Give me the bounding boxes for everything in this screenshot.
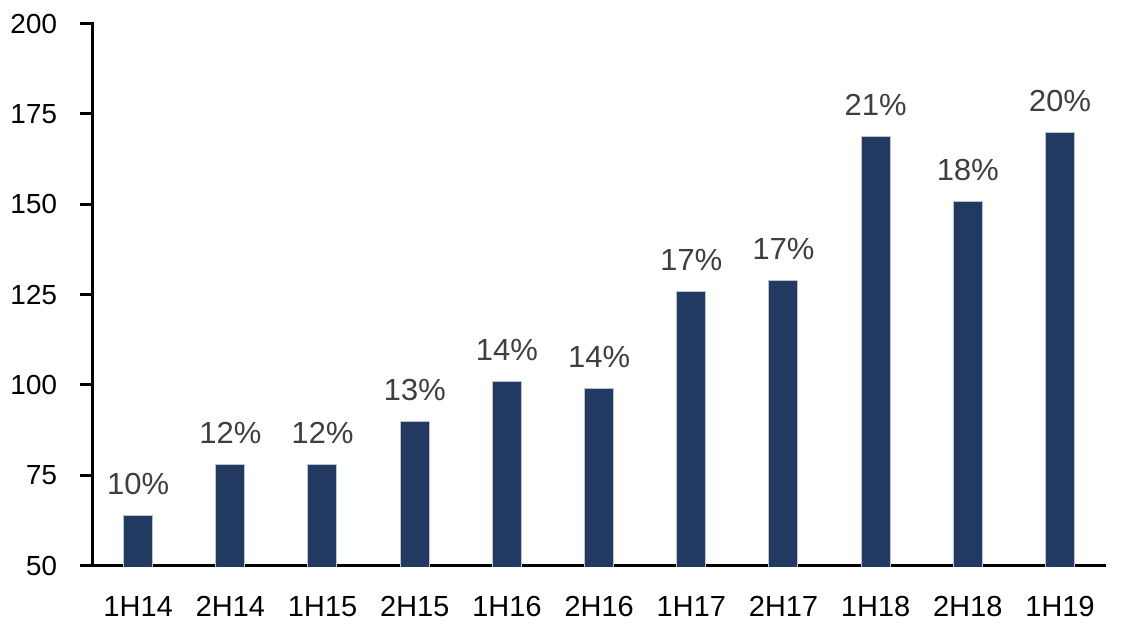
y-axis-tick — [80, 22, 91, 25]
x-axis-category-label: 1H15 — [287, 591, 358, 623]
bar — [584, 388, 614, 567]
x-axis-category-label: 2H15 — [379, 591, 450, 623]
y-axis-tick-label: 125 — [10, 278, 57, 310]
bar-data-label: 12% — [199, 415, 262, 451]
bar-data-label: 14% — [475, 332, 538, 368]
x-axis-category-label: 1H16 — [472, 591, 542, 623]
bar — [123, 514, 154, 567]
bar — [860, 135, 891, 567]
y-axis-tick — [80, 473, 91, 477]
y-axis-tick-label: 175 — [10, 97, 57, 129]
bar — [399, 420, 430, 567]
y-axis-tick — [80, 564, 91, 567]
bar — [215, 464, 246, 567]
bar — [768, 280, 799, 567]
bar-data-label: 17% — [660, 241, 723, 277]
bar-data-label: 20% — [1028, 82, 1091, 118]
x-axis-category-label: 2H18 — [933, 591, 1003, 623]
x-axis-category-label: 2H17 — [748, 591, 819, 623]
bar — [307, 464, 338, 567]
x-axis-category-label: 1H19 — [1025, 591, 1095, 623]
y-axis-tick — [80, 383, 91, 387]
x-axis-category-label: 2H14 — [195, 591, 265, 623]
bar-data-label: 14% — [567, 339, 631, 375]
bar — [676, 290, 707, 567]
y-axis-tick-label: 75 — [25, 459, 57, 491]
x-axis-category-label: 1H14 — [103, 591, 173, 623]
bar-data-label: 13% — [383, 371, 446, 407]
bar-data-label: 21% — [844, 86, 907, 122]
bar — [491, 381, 522, 567]
y-axis-tick-label: 200 — [10, 7, 57, 39]
y-axis-line — [91, 22, 94, 567]
x-axis-category-label: 2H16 — [564, 591, 634, 623]
y-axis-tick-label: 150 — [10, 188, 57, 220]
y-axis-tick-label: 50 — [25, 549, 57, 581]
bar — [952, 200, 983, 567]
x-axis-category-label: 1H17 — [656, 591, 726, 623]
bar — [1044, 131, 1075, 567]
x-axis-category-label: 1H18 — [840, 591, 911, 623]
y-axis-tick-label: 100 — [10, 368, 57, 400]
bar-data-label: 12% — [291, 415, 354, 451]
bar-data-label: 17% — [752, 231, 815, 267]
y-axis-tick — [80, 202, 91, 206]
y-axis-tick — [80, 112, 91, 116]
bar-data-label: 18% — [936, 151, 999, 187]
bar-data-label: 10% — [107, 465, 170, 501]
y-axis-tick — [80, 293, 91, 296]
